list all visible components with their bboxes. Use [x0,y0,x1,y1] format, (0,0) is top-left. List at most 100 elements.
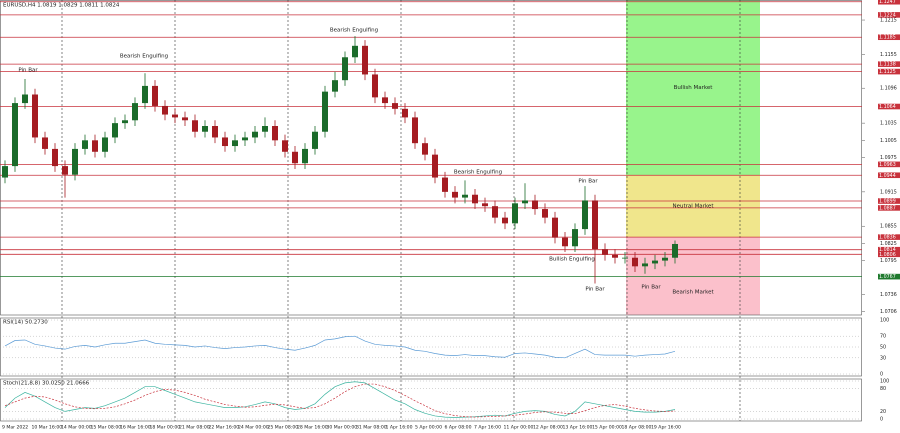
candle-body [402,108,408,118]
level-badge [878,172,900,179]
candle-body [322,91,328,132]
zone-label: Bullish Market [674,85,714,91]
candle-body [602,249,608,255]
stoch-title: Stoch(21,8,8) 30.0250 21.0666 [3,381,90,387]
stoch-tick-label: 20 [880,409,886,415]
candle-body [502,217,508,224]
level-badge [878,34,900,41]
candle-body [452,191,458,198]
y-tick-label: 1.0706 [880,309,897,315]
candle-body [52,148,58,167]
candle-body [422,143,428,155]
x-tick-label: 1 Apr 16:00 [386,425,413,431]
level-badge [878,198,900,204]
y-tick-label: 1.1035 [880,121,897,127]
x-tick-label: 25 Mar 08:00 [268,425,299,431]
rsi-title: RSI(14) 50.2730 [3,320,48,326]
candle-body [252,131,258,138]
candle-body [282,140,288,152]
x-tick-label: 28 Mar 16:00 [297,425,328,431]
x-tick-label: 9 Mar 2022 [2,425,28,431]
candle-body [82,140,88,149]
y-tick-label: 1.0795 [880,258,897,264]
support-label: 1.0767 [879,274,896,280]
candle-body [542,209,548,218]
candle-body [12,103,18,167]
candle-body [172,114,178,118]
level-badge [878,234,900,240]
candle-body [492,206,498,218]
pattern-annotation: Pin Bar [18,68,38,74]
candle-body [262,126,268,132]
candle-body [462,194,468,198]
candle-body [32,94,38,138]
candle-body [102,137,108,152]
y-tick-label: 1.0855 [880,224,897,230]
level-label: 1.1185 [879,35,896,41]
candle-body [182,117,188,121]
candle-body [2,166,8,178]
candle-body [162,105,168,115]
x-tick-label: 6 Apr 08:00 [445,425,472,431]
candle-body [532,200,538,210]
support-badge [878,273,900,280]
level-badge [878,161,900,168]
zone-label: Bearish Market [672,290,714,296]
level-label: 1.0963 [879,162,896,168]
candle-body [332,80,338,92]
level-badge [878,205,900,211]
candle-body [372,74,378,98]
x-tick-label: 11 Apr 00:00 [504,425,534,431]
x-tick-label: 13 Apr 16:00 [563,425,593,431]
x-tick-label: 21 Mar 08:00 [179,425,210,431]
y-tick-label: 1.0915 [880,189,897,195]
candle-body [112,123,118,138]
y-tick-label: 1.1005 [880,138,897,144]
candle-body [202,126,208,132]
candle-body [662,257,668,261]
level-badge [878,246,900,253]
x-tick-label: 7 Apr 16:00 [474,425,501,431]
candle-body [442,177,448,192]
level-badge [878,103,900,110]
candle-body [612,254,618,258]
candle-body [512,203,518,224]
candle-body [572,229,578,247]
x-tick-label: 10 Mar 16:00 [32,425,63,431]
x-tick-label: 18 Apr 08:00 [622,425,652,431]
candle-body [382,97,388,104]
zone-label: Neutral Market [673,204,715,210]
y-tick-label: 1.1096 [880,86,897,92]
chart-title: EURUSD,H4 1.0819 1.0829 1.0811 1.0824 [3,3,120,9]
candle-body [132,103,138,121]
candle-body [672,243,678,258]
candle-body [392,103,398,109]
x-tick-label: 31 Mar 08:00 [356,425,387,431]
candle-body [292,151,298,164]
candle-body [122,120,128,124]
stoch-line [4,383,676,418]
candle-body [212,126,218,138]
level-label: 1.0944 [879,173,896,179]
candle-body [62,166,68,175]
level-label: 1.0899 [879,199,896,205]
pattern-annotation: Pin Bar [641,285,661,291]
rsi-tick-label: 100 [880,318,889,324]
pattern-annotation: Bullish Engulfing [549,257,595,263]
pattern-annotation: Bearish Engulfing [330,28,378,34]
candle-body [142,85,148,104]
x-tick-label: 18 Mar 00:00 [150,425,181,431]
candle-body [242,137,248,141]
y-tick-label: 1.0975 [880,155,897,161]
rsi-tick-label: 30 [880,355,886,361]
candle-body [482,203,488,207]
stoch-line [4,381,676,418]
candle-body [472,194,478,204]
candle-body [22,94,28,104]
candle-body [432,154,438,178]
candle-body [522,200,528,204]
level-label: 1.0806 [879,252,896,258]
candle-body [342,57,348,81]
level-label: 1.1064 [879,104,896,110]
